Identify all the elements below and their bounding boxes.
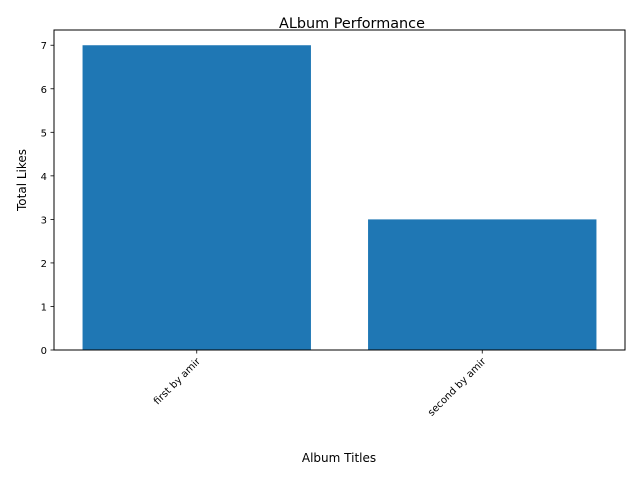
x-tick-label: second by amir xyxy=(426,356,489,419)
y-tick-label: 2 xyxy=(41,259,47,270)
plot-area-frame xyxy=(53,29,626,351)
y-tick-label: 5 xyxy=(41,128,47,139)
x-tick-label: first by amir xyxy=(152,356,203,407)
chart-title: ALbum Performance xyxy=(279,16,425,32)
bar-2 xyxy=(368,219,597,350)
x-axis-label: Album Titles xyxy=(302,451,376,465)
y-tick-label: 4 xyxy=(41,172,47,183)
y-tick-label: 7 xyxy=(41,41,47,52)
x-axis-ticks: first by amir second by amir xyxy=(152,350,489,419)
y-tick-label: 1 xyxy=(41,302,47,313)
y-tick-label: 6 xyxy=(41,85,47,96)
bars-layer xyxy=(82,45,597,350)
bar-1 xyxy=(82,45,311,350)
y-tick-label: 0 xyxy=(41,346,47,357)
y-tick-label: 3 xyxy=(41,215,47,226)
y-axis-label: Total Likes xyxy=(15,149,29,212)
y-axis-ticks: 0 1 2 3 4 5 6 7 xyxy=(41,41,54,357)
